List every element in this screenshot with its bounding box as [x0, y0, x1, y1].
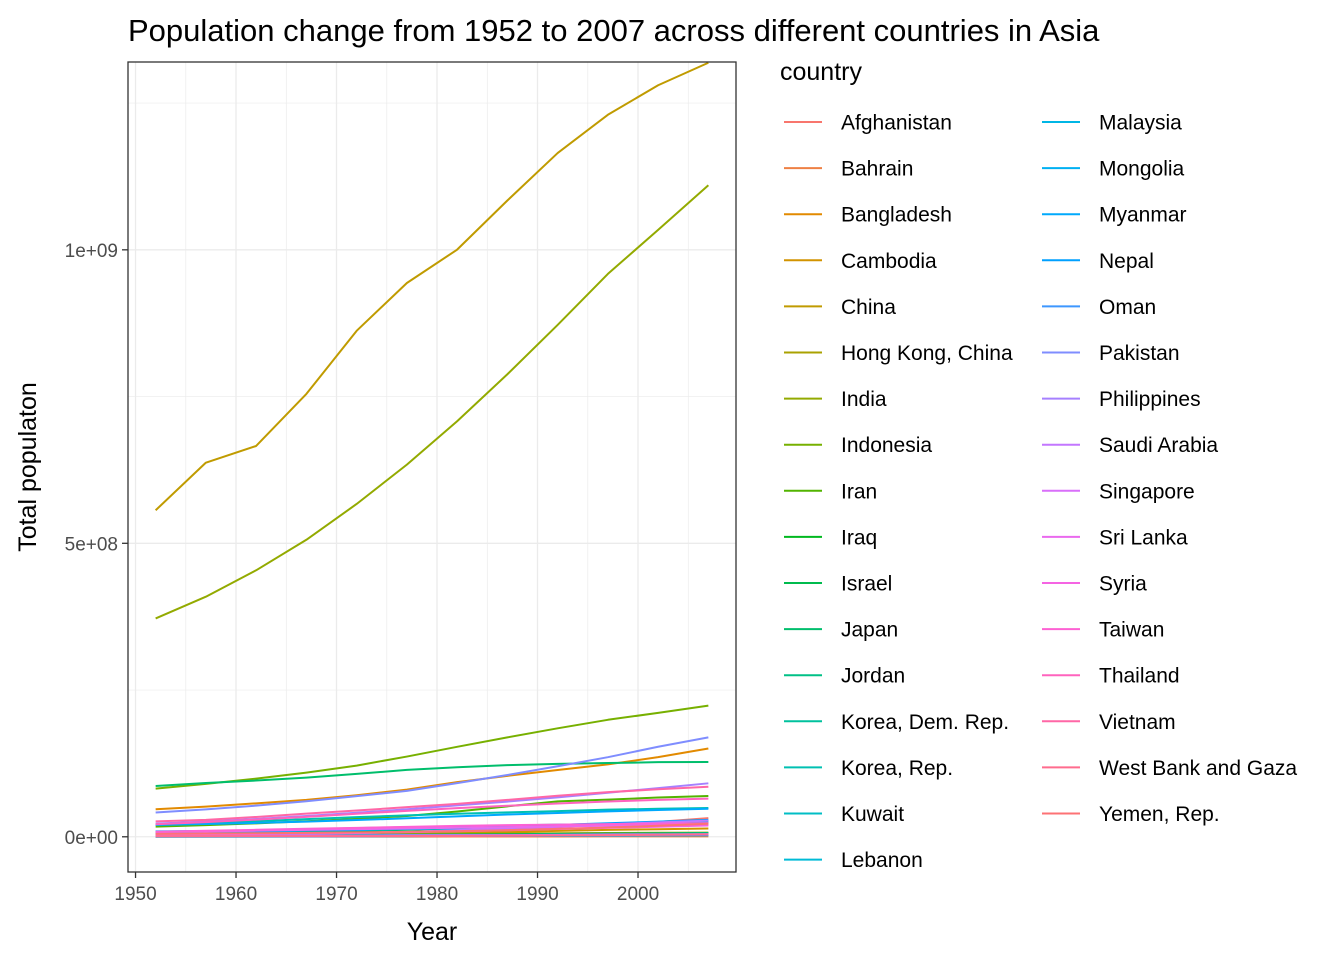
x-tick-label: 2000	[617, 884, 659, 905]
legend-item: Japan	[784, 619, 898, 642]
x-tick-label: 1990	[516, 884, 558, 905]
chart-title: Population change from 1952 to 2007 acro…	[128, 13, 1100, 48]
legend-label: Indonesia	[841, 434, 932, 457]
legend-item: Mongolia	[1042, 158, 1185, 181]
legend-title: country	[780, 58, 862, 86]
x-axis-title: Year	[407, 918, 458, 946]
legend-label: Nepal	[1099, 250, 1154, 273]
legend-item: Cambodia	[784, 250, 937, 273]
legend-item: Jordan	[784, 665, 905, 688]
legend-item: Korea, Dem. Rep.	[784, 711, 1009, 734]
legend-item: Lebanon	[784, 849, 923, 872]
y-tick-label: 5e+08	[65, 534, 118, 555]
legend-label: Korea, Dem. Rep.	[841, 711, 1009, 734]
legend-label: Hong Kong, China	[841, 342, 1013, 365]
legend-item: Pakistan	[1042, 342, 1180, 365]
legend-item: Sri Lanka	[1042, 526, 1188, 549]
legend-item: Vietnam	[1042, 711, 1176, 734]
legend-item: Myanmar	[1042, 204, 1187, 227]
series-line	[155, 797, 709, 826]
legend-item: West Bank and Gaza	[1042, 757, 1297, 780]
legend-label: Iraq	[841, 526, 877, 549]
legend-item: Korea, Rep.	[784, 757, 953, 780]
legend-label: Afghanistan	[841, 112, 952, 135]
legend-item: China	[784, 296, 896, 319]
y-axis: 0e+00 5e+08 1e+09	[65, 241, 128, 849]
legend-label: Lebanon	[841, 849, 923, 872]
series-line	[155, 760, 709, 788]
legend-label: Syria	[1099, 573, 1147, 596]
x-tick-label: 1980	[416, 884, 458, 905]
legend-label: Taiwan	[1099, 619, 1164, 642]
legend-label: Sri Lanka	[1099, 526, 1188, 549]
y-tick-label: 1e+09	[65, 241, 118, 262]
legend-label: Yemen, Rep.	[1099, 803, 1220, 826]
series-line	[155, 822, 709, 833]
legend-item: Malaysia	[1042, 112, 1182, 135]
legend-item: Thailand	[1042, 665, 1180, 688]
panel-border	[127, 61, 737, 873]
legend-label: Korea, Rep.	[841, 757, 953, 780]
legend-item: India	[784, 388, 887, 411]
series-line	[155, 736, 709, 814]
legend-label: Bahrain	[841, 158, 913, 181]
legend-label: Saudi Arabia	[1099, 434, 1218, 457]
legend-item: Syria	[1042, 573, 1147, 596]
legend-label: Singapore	[1099, 480, 1195, 503]
legend-label: Oman	[1099, 296, 1156, 319]
series-line	[154, 61, 709, 511]
legend-item: Singapore	[1042, 480, 1195, 503]
legend-item: Israel	[784, 573, 892, 596]
legend-item: Oman	[1042, 296, 1156, 319]
legend-label: Cambodia	[841, 250, 937, 273]
series-line	[155, 807, 709, 826]
legend-label: India	[841, 388, 887, 411]
series-lines	[154, 61, 710, 838]
series-line	[155, 833, 709, 838]
legend-label: West Bank and Gaza	[1099, 757, 1297, 780]
legend-item: Iran	[784, 480, 877, 503]
legend-label: Mongolia	[1099, 158, 1185, 181]
legend-label: Malaysia	[1099, 112, 1182, 135]
legend-label: Israel	[841, 573, 892, 596]
legend-label: Philippines	[1099, 388, 1201, 411]
legend-item: Kuwait	[784, 803, 904, 826]
legend-item: Yemen, Rep.	[1042, 803, 1220, 826]
x-axis: 1950 1960 1970 1980 1990 2000	[114, 872, 659, 905]
legend-label: Thailand	[1099, 665, 1180, 688]
legend-item: Nepal	[1042, 250, 1154, 273]
legend-label: Bangladesh	[841, 204, 952, 227]
series-line	[155, 704, 709, 790]
y-tick-label: 0e+00	[65, 828, 118, 849]
legend-label: Iran	[841, 480, 877, 503]
legend-label: Vietnam	[1099, 711, 1176, 734]
series-line	[155, 785, 709, 823]
legend-item: Bangladesh	[784, 204, 952, 227]
legend-label: Jordan	[841, 665, 905, 688]
legend: country Afghanistan Bahrain Bangladesh Camb…	[780, 58, 1297, 872]
series-line	[155, 822, 709, 835]
legend-item: Taiwan	[1042, 619, 1164, 642]
legend-item: Philippines	[1042, 388, 1201, 411]
legend-item: Saudi Arabia	[1042, 434, 1218, 457]
legend-label: Pakistan	[1099, 342, 1180, 365]
legend-label: Myanmar	[1099, 204, 1187, 227]
series-line	[155, 184, 710, 620]
legend-item: Indonesia	[784, 434, 932, 457]
x-tick-label: 1970	[315, 884, 357, 905]
legend-item: Hong Kong, China	[784, 342, 1013, 365]
series-line	[155, 807, 709, 826]
x-tick-label: 1960	[215, 884, 257, 905]
legend-items: Afghanistan Bahrain Bangladesh Cambodia Chin…	[784, 112, 1297, 872]
y-axis-title: Total populaton	[14, 382, 42, 552]
legend-label: China	[841, 296, 896, 319]
legend-item: Iraq	[784, 526, 877, 549]
x-tick-label: 1950	[114, 884, 156, 905]
legend-label: Japan	[841, 619, 898, 642]
legend-label: Kuwait	[841, 803, 904, 826]
legend-item: Bahrain	[784, 158, 913, 181]
legend-item: Afghanistan	[784, 112, 952, 135]
